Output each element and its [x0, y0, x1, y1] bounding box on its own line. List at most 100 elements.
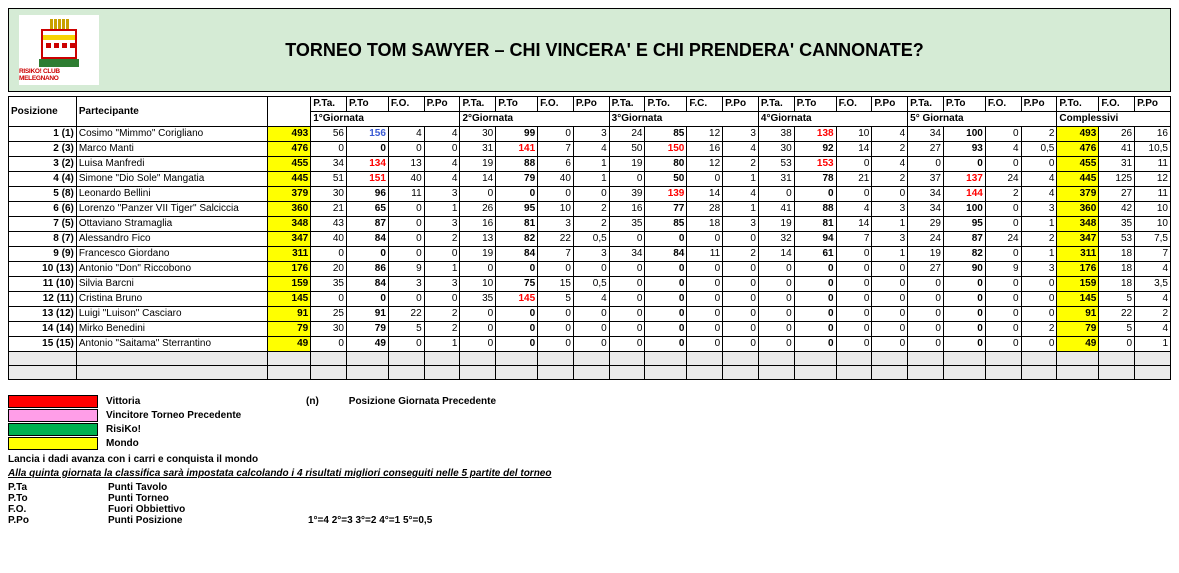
cell-pta: 19: [460, 247, 496, 262]
cell-fo: 0: [538, 337, 574, 352]
cell-pta-total: 455: [268, 157, 311, 172]
notes: Lancia i dadi avanza con i carri e conqu…: [8, 454, 1171, 526]
cell-pta-total: 159: [268, 277, 311, 292]
header: RISIKO! CLUB MELEGNANO TORNEO TOM SAWYER…: [8, 8, 1171, 92]
cell-fo: 9: [985, 262, 1021, 277]
col-fo: F.C.: [687, 97, 723, 112]
cell-ppo: 2: [723, 157, 759, 172]
cell-tot-ppo: 12: [1135, 172, 1171, 187]
legend-swatch: [8, 437, 98, 450]
page-title: TORNEO TOM SAWYER – CHI VINCERA' E CHI P…: [129, 40, 1160, 61]
abbr-key: F.O.: [8, 504, 108, 515]
cell-ppo: 3: [723, 217, 759, 232]
cell-ppo: 0: [424, 142, 460, 157]
cell-fo: 0: [836, 277, 872, 292]
legend-label: Mondo: [106, 438, 306, 449]
cell-pta: 0: [908, 277, 944, 292]
cell-fo: 0: [985, 277, 1021, 292]
cell-fo: 0: [388, 292, 424, 307]
cell-fo: 24: [985, 232, 1021, 247]
cell-tot-ppo: 11: [1135, 157, 1171, 172]
col-ppo: P.Po: [1135, 97, 1171, 112]
cell-fo: 10: [538, 202, 574, 217]
cell-ppo: 0: [1021, 292, 1057, 307]
cell-pos: 7 (5): [9, 217, 77, 232]
cell-pto: 99: [496, 127, 538, 142]
cell-pto: 82: [943, 247, 985, 262]
cell-pta-total: 79: [268, 322, 311, 337]
cell-fo: 0: [538, 187, 574, 202]
legend-row: Vincitore Torneo Precedente: [8, 408, 1171, 422]
cell-ppo: 0: [424, 292, 460, 307]
cell-pto: 0: [943, 157, 985, 172]
cell-pto: 0: [794, 277, 836, 292]
cell-tot-fo: 26: [1099, 127, 1135, 142]
cell-fo: 3: [538, 217, 574, 232]
cell-pta: 0: [609, 262, 645, 277]
cell-ppo: 1: [723, 172, 759, 187]
cell-pta: 35: [311, 277, 347, 292]
cell-pta-total: 347: [268, 232, 311, 247]
cell-ppo: 4: [723, 142, 759, 157]
cell-pos: 6 (6): [9, 202, 77, 217]
cell-ppo: 1: [723, 202, 759, 217]
cell-pta-total: 445: [268, 172, 311, 187]
cell-tot-ppo: 11: [1135, 187, 1171, 202]
cell-fo: 0: [687, 337, 723, 352]
table-row: 10 (13)Antonio "Don" Riccobono1762086910…: [9, 262, 1171, 277]
cell-fo: 0: [836, 322, 872, 337]
col-pta: P.Ta.: [758, 97, 794, 112]
cell-pto: 100: [943, 202, 985, 217]
cell-pto: 81: [794, 217, 836, 232]
legend-n-label: Posizione Giornata Precedente: [349, 396, 496, 407]
abbreviations: P.TaPunti TavoloP.ToPunti TorneoF.O.Fuor…: [8, 482, 1171, 526]
cell-pto: 100: [943, 127, 985, 142]
cell-pto: 90: [943, 262, 985, 277]
cell-fo: 12: [687, 157, 723, 172]
cell-pto: 0: [496, 187, 538, 202]
table-row: 8 (7)Alessandro Fico3474084021382220,500…: [9, 232, 1171, 247]
cell-pta: 0: [758, 277, 794, 292]
cell-pto: 88: [794, 202, 836, 217]
cell-ppo: 2: [723, 247, 759, 262]
cell-pta: 14: [460, 172, 496, 187]
cell-pta: 35: [460, 292, 496, 307]
cell-pta: 34: [908, 187, 944, 202]
cell-fo: 11: [687, 247, 723, 262]
cell-tot-pto: 49: [1057, 337, 1099, 352]
cell-fo: 6: [538, 157, 574, 172]
cell-pto: 86: [346, 262, 388, 277]
cell-name: Mirko Benedini: [76, 322, 267, 337]
cell-ppo: 2: [424, 232, 460, 247]
cell-fo: 0: [687, 232, 723, 247]
cell-pta: 25: [311, 307, 347, 322]
cell-fo: 0: [985, 307, 1021, 322]
cell-ppo: 1: [1021, 217, 1057, 232]
cell-pta: 0: [609, 277, 645, 292]
cell-pta: 31: [758, 172, 794, 187]
cell-pta: 0: [460, 262, 496, 277]
cell-ppo: 2: [872, 142, 908, 157]
cell-pta: 0: [758, 307, 794, 322]
cell-pta: 0: [758, 292, 794, 307]
cell-pta: 0: [609, 322, 645, 337]
cell-fo: 7: [538, 142, 574, 157]
cell-ppo: 4: [1021, 172, 1057, 187]
cell-pto: 50: [645, 172, 687, 187]
cell-pta: 0: [609, 292, 645, 307]
cell-fo: 4: [388, 127, 424, 142]
cell-fo: 13: [388, 157, 424, 172]
cell-tot-pto: 493: [1057, 127, 1099, 142]
cell-fo: 0: [836, 262, 872, 277]
cell-name: Antonio "Don" Riccobono: [76, 262, 267, 277]
cell-fo: 7: [836, 232, 872, 247]
cell-ppo: 2: [1021, 232, 1057, 247]
table-row: 13 (12)Luigi "Luison" Casciaro9125912220…: [9, 307, 1171, 322]
cell-tot-pto: 159: [1057, 277, 1099, 292]
cell-tot-fo: 41: [1099, 142, 1135, 157]
cell-ppo: 0: [573, 337, 609, 352]
cell-ppo: 1: [1021, 247, 1057, 262]
cell-pos: 12 (11): [9, 292, 77, 307]
cell-pta: 19: [460, 157, 496, 172]
cell-pto: 79: [496, 172, 538, 187]
